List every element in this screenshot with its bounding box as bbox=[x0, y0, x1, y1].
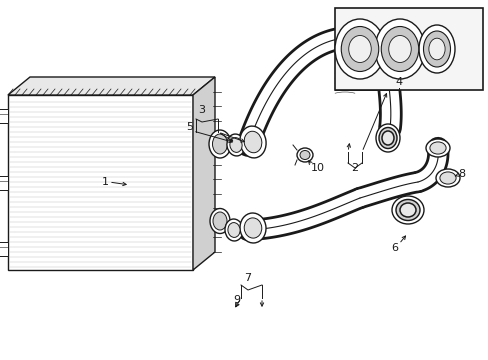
Ellipse shape bbox=[226, 134, 244, 156]
Ellipse shape bbox=[244, 131, 261, 153]
Ellipse shape bbox=[418, 25, 454, 73]
Ellipse shape bbox=[378, 127, 396, 149]
Ellipse shape bbox=[381, 131, 393, 145]
Ellipse shape bbox=[423, 31, 449, 67]
Ellipse shape bbox=[428, 38, 444, 60]
Ellipse shape bbox=[334, 19, 384, 79]
Ellipse shape bbox=[224, 219, 243, 241]
Ellipse shape bbox=[299, 150, 309, 159]
Ellipse shape bbox=[375, 124, 399, 152]
Ellipse shape bbox=[435, 169, 459, 187]
Bar bbox=[0, 242, 8, 256]
Ellipse shape bbox=[388, 36, 410, 63]
Polygon shape bbox=[193, 77, 215, 270]
Ellipse shape bbox=[208, 130, 230, 158]
Bar bbox=[334, 8, 482, 90]
Text: 4: 4 bbox=[395, 77, 402, 87]
Polygon shape bbox=[8, 77, 215, 95]
Ellipse shape bbox=[439, 172, 455, 184]
Ellipse shape bbox=[348, 36, 370, 63]
Ellipse shape bbox=[229, 138, 242, 152]
Ellipse shape bbox=[296, 148, 312, 162]
Ellipse shape bbox=[212, 134, 227, 154]
Text: 1: 1 bbox=[102, 177, 108, 187]
Text: 10: 10 bbox=[310, 163, 325, 173]
Ellipse shape bbox=[244, 218, 261, 238]
Text: 2: 2 bbox=[351, 163, 358, 173]
Ellipse shape bbox=[429, 142, 445, 154]
Ellipse shape bbox=[391, 196, 423, 224]
Ellipse shape bbox=[374, 19, 424, 79]
Ellipse shape bbox=[426, 140, 448, 156]
Text: 9: 9 bbox=[233, 295, 240, 305]
Text: 8: 8 bbox=[458, 169, 465, 179]
Bar bbox=[0, 176, 8, 189]
Ellipse shape bbox=[240, 213, 265, 243]
Bar bbox=[0, 109, 8, 123]
Ellipse shape bbox=[425, 139, 449, 157]
Text: 7: 7 bbox=[244, 273, 251, 283]
Ellipse shape bbox=[240, 126, 265, 158]
Ellipse shape bbox=[381, 27, 418, 72]
Text: 6: 6 bbox=[391, 243, 398, 253]
Ellipse shape bbox=[399, 203, 415, 217]
Text: 5: 5 bbox=[186, 122, 193, 132]
Ellipse shape bbox=[341, 27, 378, 72]
Ellipse shape bbox=[395, 199, 419, 220]
Ellipse shape bbox=[227, 222, 240, 237]
Ellipse shape bbox=[436, 170, 458, 186]
Bar bbox=[8, 95, 193, 270]
Ellipse shape bbox=[213, 212, 226, 230]
Ellipse shape bbox=[209, 208, 229, 234]
Text: 3: 3 bbox=[198, 105, 205, 115]
